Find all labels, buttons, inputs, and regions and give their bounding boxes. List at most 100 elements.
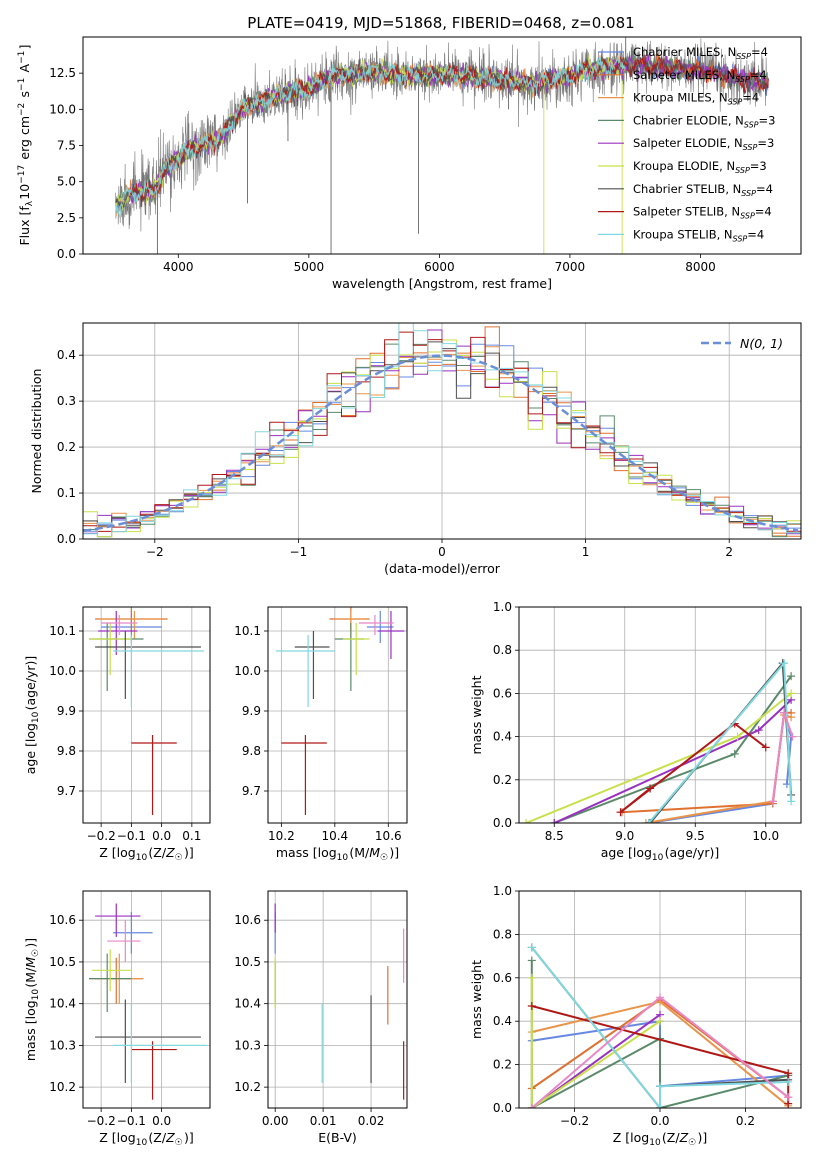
gaussian-curve xyxy=(83,354,799,533)
model-spectrum-7 xyxy=(128,54,769,207)
x-axis-label: mass [log10 (M/M☉ )] xyxy=(276,845,399,863)
y-tick-label: 10.6 xyxy=(234,913,261,927)
errorbar-point-4 xyxy=(377,611,405,659)
y-tick-label: 2.5 xyxy=(57,211,76,225)
errorbar-point-9 xyxy=(358,615,394,635)
weight-marker xyxy=(784,1069,793,1078)
legend-label: Chabrier MILES, NSSP=4 xyxy=(633,45,768,61)
errorbar-point-9 xyxy=(107,920,141,962)
y-tick-label: 10.4 xyxy=(49,997,76,1011)
y-tick-label: 9.7 xyxy=(57,784,76,798)
errorbar-point-6 xyxy=(95,631,201,699)
weight-marker xyxy=(522,819,531,823)
axes-frame xyxy=(267,890,408,1109)
x-tick-label: 0.0 xyxy=(152,1114,171,1128)
x-tick-label: −0.2 xyxy=(560,1114,589,1128)
x-axis-label: Z [log10 (Z/Z☉ )] xyxy=(99,1130,194,1148)
y-axis-label: mass [log10 (M/M☉ )] xyxy=(23,938,41,1061)
x-tick-label: −2 xyxy=(146,545,164,559)
y-tick-label: 0.0 xyxy=(493,1101,512,1115)
x-tick-label: 0 xyxy=(438,545,446,559)
x-tick-label: 0.01 xyxy=(310,1114,337,1128)
legend-label: Kroupa ELODIE, NSSP=3 xyxy=(633,159,767,175)
x-tick-label: 0.00 xyxy=(262,1114,289,1128)
y-tick-label: 1.0 xyxy=(493,884,512,898)
y-tick-label: 0.2 xyxy=(57,440,76,454)
y-tick-label: 0.8 xyxy=(493,927,512,941)
y-tick-label: 10.0 xyxy=(49,664,76,678)
y-tick-label: 10.3 xyxy=(234,1038,261,1052)
plot-area-weight_vs_age xyxy=(522,659,797,823)
y-tick-label: 0.2 xyxy=(493,773,512,787)
errorbar-point-9 xyxy=(101,615,138,635)
weight-marker xyxy=(656,1104,664,1108)
y-tick-label: 0.0 xyxy=(493,816,512,830)
x-tick-label: 2 xyxy=(725,545,733,559)
y-axis-label: mass weight xyxy=(469,675,484,754)
x-axis-label: (data-model)/error xyxy=(384,561,501,576)
plot-area-age_vs_Z xyxy=(89,607,204,815)
plot-area-weight_vs_Z xyxy=(527,943,793,1108)
x-tick-label: 9.0 xyxy=(615,829,634,843)
y-axis-label: Flux [fλ 10−17 erg cm−2 s−1 A−1 ] xyxy=(17,44,35,245)
y-tick-label: 0.4 xyxy=(493,730,512,744)
plot-area-age_vs_mass xyxy=(276,607,405,815)
y-tick-label: 9.7 xyxy=(242,784,261,798)
x-tick-label: 9.5 xyxy=(686,829,705,843)
errorbar-point-0 xyxy=(366,611,394,643)
x-tick-label: 5000 xyxy=(294,260,325,274)
axes-residuals: −2 −1 0 1 2 0.0 0.1 0.2 0.3 0.4 (data-model)/error… xyxy=(29,322,802,576)
weight-marker xyxy=(784,1077,793,1086)
y-axis-label: Normed distribution xyxy=(29,369,44,494)
y-tick-label: 9.8 xyxy=(57,744,76,758)
errorbar-point-5 xyxy=(92,949,132,992)
axes-frame xyxy=(82,890,211,1109)
axes-frame xyxy=(82,606,211,824)
x-tick-label: 0.1 xyxy=(182,829,201,843)
errorbar-point-5 xyxy=(342,623,370,675)
y-tick-label: 10.6 xyxy=(49,913,76,927)
y-tick-label: 0.1 xyxy=(57,486,76,500)
y-tick-label: 10.0 xyxy=(49,102,76,116)
errorbar-point-2 xyxy=(98,611,162,639)
x-tick-label: 4000 xyxy=(163,260,194,274)
weight-series-5 xyxy=(525,692,792,823)
x-tick-label: −0.1 xyxy=(117,829,146,843)
weight-series-7 xyxy=(619,722,767,813)
y-tick-label: 0.4 xyxy=(493,1014,512,1028)
model-spectrum-4 xyxy=(128,54,769,204)
y-tick-label: 9.9 xyxy=(57,704,76,718)
x-axis-label: age [log10 (age/yr)] xyxy=(601,845,720,863)
y-tick-label: 0.0 xyxy=(57,247,76,261)
weight-marker xyxy=(733,732,742,741)
x-tick-label: 1 xyxy=(582,545,590,559)
weight-marker xyxy=(784,1093,793,1102)
weight-marker xyxy=(787,689,796,698)
legend-label: Chabrier STELIB, NSSP=4 xyxy=(633,182,773,198)
y-tick-label: 0.8 xyxy=(493,643,512,657)
x-tick-label: 10.6 xyxy=(375,829,402,843)
axes-frame xyxy=(82,322,802,540)
legend-label: Kroupa MILES, NSSP=4 xyxy=(633,91,759,107)
legend: N(0, 1) xyxy=(701,336,783,351)
y-axis-label: mass weight xyxy=(469,960,484,1039)
legend-label: Salpeter STELIB, NSSP=4 xyxy=(633,205,772,221)
weight-marker xyxy=(616,808,625,817)
axes-frame xyxy=(82,36,802,255)
x-axis-label: Z [log10 (Z/Z☉ )] xyxy=(613,1130,708,1148)
y-tick-label: 10.0 xyxy=(234,664,261,678)
errorbar-point-7 xyxy=(131,1041,177,1100)
x-tick-label: 10.4 xyxy=(321,829,348,843)
x-tick-label: 10.2 xyxy=(268,829,295,843)
axes-weight_vs_Z: −0.2 0.0 0.2 0.0 0.2 0.4 0.6 0.8 1.0 Z [log10 (Z/… xyxy=(469,884,802,1148)
axes-weight_vs_age: 8.5 9.0 9.5 10.0 0.0 0.2 0.4 0.6 0.8 1.0 age [log1… xyxy=(469,600,802,863)
errorbar-point-8 xyxy=(113,1003,207,1083)
y-tick-label: 1.0 xyxy=(493,600,512,614)
weight-series-5 xyxy=(530,977,661,1108)
x-tick-label: 0.2 xyxy=(736,1114,755,1128)
x-tick-label: 0.0 xyxy=(152,829,171,843)
y-axis-label: age [log10 (age/yr)] xyxy=(23,656,41,775)
x-tick-label: −0.2 xyxy=(87,1114,116,1128)
figure-title: PLATE=0419, MJD=51868, FIBERID=0468, z=0… xyxy=(247,14,634,32)
weight-marker xyxy=(646,784,655,793)
